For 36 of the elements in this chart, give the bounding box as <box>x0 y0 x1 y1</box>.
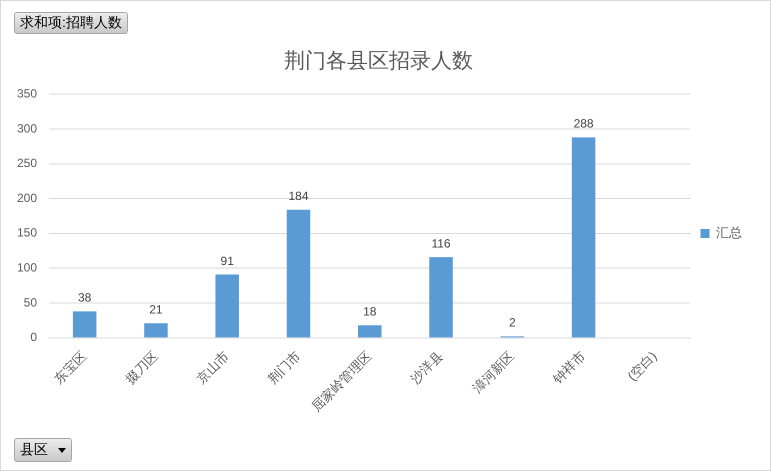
data-label: 18 <box>363 304 377 319</box>
y-tick-label: 350 <box>16 86 38 101</box>
y-tick-label: 100 <box>16 260 38 275</box>
x-tick-label: 京山市 <box>194 348 232 387</box>
bar <box>358 325 382 338</box>
y-tick-label: 150 <box>16 226 38 240</box>
data-label: 21 <box>149 302 163 317</box>
bar <box>144 323 168 338</box>
x-tick-label: 东宝区 <box>51 348 90 387</box>
legend-label: 汇总 <box>716 225 742 240</box>
bar <box>429 257 453 338</box>
y-tick-label: 200 <box>16 190 38 205</box>
x-tick-label: 钟祥市 <box>549 348 588 388</box>
bar <box>572 137 596 338</box>
data-label: 38 <box>78 290 92 305</box>
x-tick-label: 荆门市 <box>264 348 304 387</box>
x-tick-label: 屈家岭管理区 <box>308 348 374 414</box>
y-tick-label: 0 <box>30 330 38 344</box>
x-tick-label: 掇刀区 <box>122 348 161 387</box>
data-label: 288 <box>574 116 594 131</box>
x-tick-label: 沙洋县 <box>408 348 446 387</box>
chart-title: 荆门各县区招录人数 <box>284 49 473 72</box>
field-button: 求和项:招聘人数 <box>14 12 128 34</box>
bar <box>215 274 239 338</box>
bar <box>72 311 96 338</box>
y-tick-label: 250 <box>16 156 38 170</box>
y-tick-label: 300 <box>16 121 38 136</box>
data-label: 2 <box>508 316 516 330</box>
x-tick-label: (空白) <box>624 348 660 384</box>
field-button: 县区 <box>14 438 72 462</box>
data-label: 116 <box>431 236 451 250</box>
bar <box>286 210 310 338</box>
data-label: 184 <box>288 189 309 204</box>
data-label: 91 <box>220 254 234 268</box>
x-tick-label: 漳河新区 <box>470 348 517 396</box>
y-tick-label: 50 <box>24 295 38 310</box>
